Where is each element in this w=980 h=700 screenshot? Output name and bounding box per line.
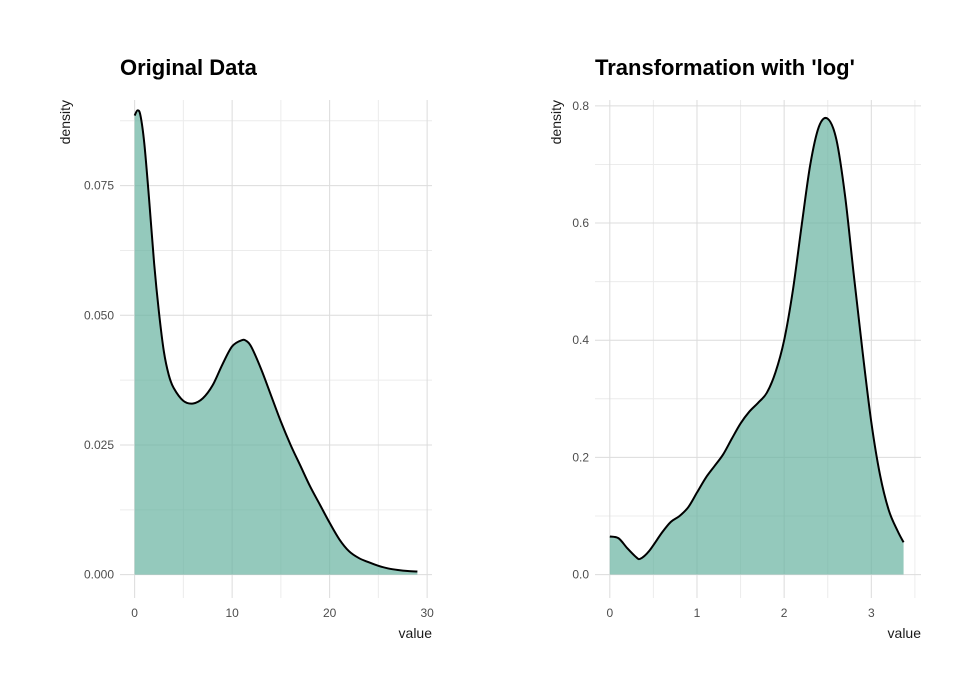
x-axis-label: value [399, 625, 433, 641]
panel-2: 0 1 2 3 0.0 0.2 0.4 0.6 0.8 Transformation with '… [548, 55, 921, 641]
density-area [609, 117, 904, 575]
chart-title: Original Data [120, 55, 258, 80]
y-tick-label: 0.0 [572, 568, 589, 582]
panel-1: 0 10 20 30 0.000 0.025 0.050 0.075 Original Data… [57, 55, 434, 641]
density-area [134, 110, 418, 575]
x-tick-label: 0 [606, 606, 613, 620]
x-tick-label: 10 [225, 606, 239, 620]
y-tick-label: 0.075 [84, 179, 114, 193]
y-tick-label: 0.2 [572, 450, 589, 464]
y-tick-label: 0.8 [572, 99, 589, 113]
x-axis-label: value [888, 625, 922, 641]
x-tick-label: 0 [131, 606, 138, 620]
x-tick-label: 1 [694, 606, 701, 620]
density-curve [133, 109, 418, 573]
x-tick-label: 3 [868, 606, 875, 620]
x-tick-label: 2 [781, 606, 788, 620]
y-tick-label: 0.6 [572, 216, 589, 230]
y-tick-label: 0.000 [84, 568, 114, 582]
y-tick-label: 0.025 [84, 438, 114, 452]
y-axis-label: density [548, 100, 564, 144]
x-tick-label: 20 [323, 606, 337, 620]
density-curve [609, 116, 905, 561]
y-tick-label: 0.4 [572, 333, 589, 347]
y-tick-label: 0.050 [84, 308, 114, 322]
chart-title: Transformation with 'log' [595, 55, 855, 80]
x-tick-label: 30 [420, 606, 434, 620]
y-axis-label: density [57, 100, 73, 144]
